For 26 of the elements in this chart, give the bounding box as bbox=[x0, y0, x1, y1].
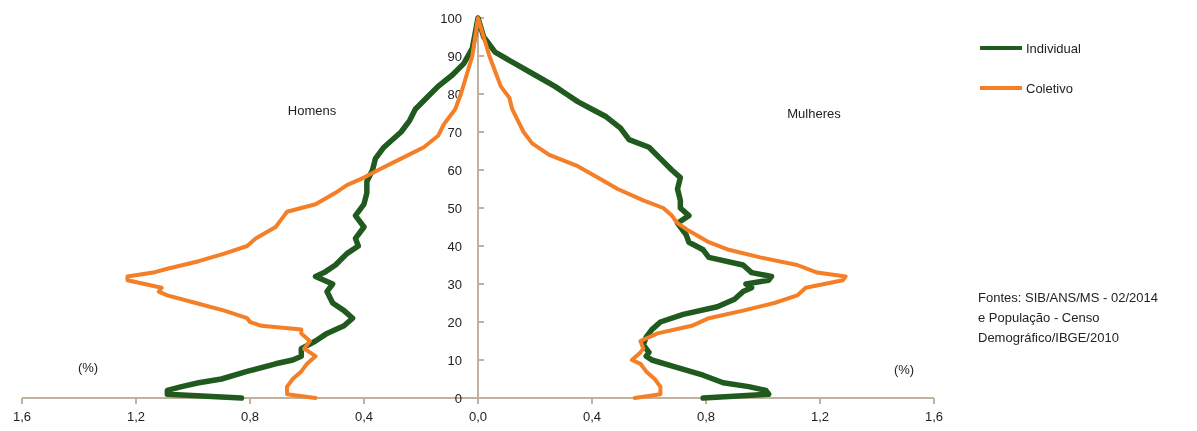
y-tick-label: 0 bbox=[454, 391, 462, 406]
y-tick-label: 10 bbox=[447, 353, 462, 368]
annotation: Mulheres bbox=[787, 106, 842, 121]
y-tick-label: 60 bbox=[447, 163, 462, 178]
x-tick-label: 0,0 bbox=[468, 409, 488, 424]
annotation: (%) bbox=[77, 360, 99, 375]
x-tick-label: 0,8 bbox=[696, 409, 716, 424]
x-tick-label: 1,2 bbox=[810, 409, 830, 424]
legend-label: Coletivo bbox=[1026, 81, 1073, 96]
y-tick-label: 70 bbox=[447, 125, 462, 140]
annotation: Homens bbox=[287, 103, 337, 118]
annotation: (%) bbox=[893, 362, 915, 377]
text: Fontes: SIB/ANS/MS - 02/2014 e População - Censo Demográfico/IBGE/2010 bbox=[978, 290, 1158, 345]
x-tick-label: 1,6 bbox=[12, 409, 32, 424]
y-tick-label: 100 bbox=[440, 11, 462, 26]
legend-label: Individual bbox=[1026, 41, 1082, 56]
x-tick-label: 0,4 bbox=[354, 409, 374, 424]
y-tick-label: 90 bbox=[447, 49, 462, 64]
x-tick-label: 1,6 bbox=[924, 409, 944, 424]
y-tick-label: 30 bbox=[447, 277, 462, 292]
x-tick-label: 0,8 bbox=[240, 409, 260, 424]
x-tick-label: 0,4 bbox=[582, 409, 602, 424]
y-tick-label: 50 bbox=[447, 201, 462, 216]
y-tick-label: 20 bbox=[447, 315, 462, 330]
x-tick-label: 1,2 bbox=[126, 409, 146, 424]
y-tick-label: 40 bbox=[447, 239, 462, 254]
